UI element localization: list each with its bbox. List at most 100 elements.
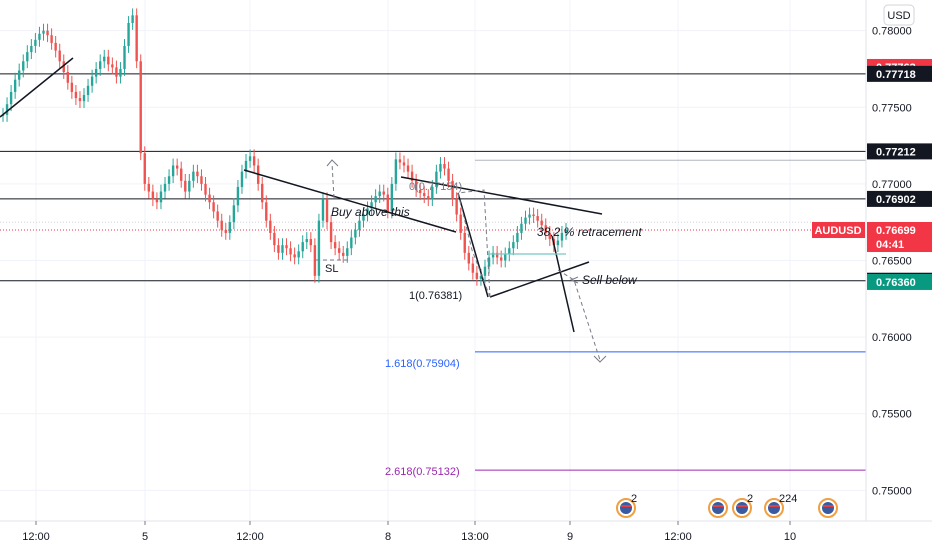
- candle-body: [317, 220, 321, 276]
- buy-arrow-head: [326, 159, 339, 167]
- price-tag-level: [867, 190, 932, 207]
- candle-body: [325, 199, 329, 223]
- candle-body: [159, 191, 163, 203]
- fib-label-1: 1(0.76381): [409, 290, 462, 302]
- candle-body: [147, 183, 151, 192]
- candle-body: [289, 248, 292, 255]
- candle-body: [163, 183, 167, 192]
- annotation-buy-above: Buy above this: [331, 205, 410, 219]
- candle-body: [532, 214, 535, 217]
- candle-body: [13, 79, 17, 92]
- candle-body: [483, 266, 487, 276]
- candle-body: [467, 252, 470, 264]
- event-badge-icon[interactable]: 2: [732, 493, 753, 518]
- trendline-descending-2[interactable]: [400, 176, 603, 215]
- candle-body: [366, 208, 369, 215]
- event-badge-icon[interactable]: [818, 498, 838, 518]
- sell-below-arrow: [569, 276, 579, 284]
- buy-projection-dashed: [331, 162, 335, 199]
- candle-body: [167, 176, 171, 184]
- candle-body: [9, 91, 13, 105]
- horizontal-levels: [0, 73, 866, 471]
- x-tick-label: 10: [784, 531, 796, 543]
- sell-arrow-head: [593, 355, 607, 363]
- trendline-left[interactable]: [0, 57, 74, 118]
- price-axis-ticks: 0.78000 0.77500 0.77000 0.76500 0.76000 0.755…: [872, 26, 912, 498]
- candle-body: [309, 239, 313, 246]
- candle-body: [228, 222, 232, 233]
- candle-body: [516, 232, 519, 243]
- candle-body: [459, 214, 462, 233]
- y-tick-label: 0.78000: [872, 26, 912, 38]
- candle-body: [208, 194, 211, 203]
- symbol-tag: [812, 222, 865, 239]
- trend-drawings[interactable]: [0, 57, 607, 363]
- candle-body: [346, 248, 349, 256]
- candle-body: [499, 257, 503, 261]
- candle-body: [103, 56, 106, 62]
- countdown-label: 04:41: [876, 239, 904, 251]
- candle-body: [313, 245, 317, 276]
- candle-body: [435, 171, 438, 187]
- event-badge-count: 224: [779, 493, 797, 505]
- candle-body: [131, 15, 134, 23]
- impulse-down-line[interactable]: [457, 192, 489, 298]
- event-badge-icon[interactable]: 224: [764, 493, 797, 518]
- event-badge-icon[interactable]: 2: [616, 493, 637, 518]
- candle-body: [204, 183, 207, 195]
- candle-body: [350, 237, 353, 249]
- price-tag-label: 0.76360: [876, 277, 916, 289]
- candle-body: [82, 95, 86, 102]
- candle-body: [504, 254, 507, 261]
- candle-body: [192, 171, 195, 181]
- candle-body: [62, 61, 65, 73]
- y-tick-label: 0.77000: [872, 179, 912, 191]
- candle-body: [370, 202, 373, 209]
- trendline-descending-1[interactable]: [243, 169, 457, 233]
- support-trendline[interactable]: [489, 261, 590, 298]
- event-badges[interactable]: 2 2 224: [616, 493, 838, 518]
- currency-button[interactable]: USD: [883, 4, 915, 26]
- projection-down-line[interactable]: [551, 235, 575, 333]
- candle-body: [139, 61, 142, 154]
- candle-body: [180, 168, 183, 181]
- price-tag-label: 0.77212: [876, 146, 916, 158]
- candle-body: [70, 82, 74, 92]
- candle-body: [90, 76, 94, 86]
- candle-body: [321, 199, 325, 221]
- annotation-sell-below: Sell below: [582, 273, 638, 287]
- candle-body: [123, 45, 126, 69]
- candle-body: [423, 193, 426, 197]
- candle-body: [524, 217, 527, 224]
- candle-body: [528, 214, 531, 218]
- candle-body: [99, 61, 102, 69]
- candle-body: [508, 248, 511, 255]
- candle-body: [337, 248, 341, 253]
- event-badge-count: 2: [747, 493, 753, 505]
- candle-body: [301, 242, 304, 252]
- fib-labels: 0(0.77154) 1(0.76381) 1.618(0.75904) 2.6…: [385, 181, 462, 478]
- candle-body: [66, 72, 70, 83]
- candle-body: [410, 171, 414, 181]
- price-series: [1, 8, 568, 286]
- candle-body: [329, 222, 333, 243]
- fib-label-1618: 1.618(0.75904): [385, 358, 460, 370]
- event-badge-icon[interactable]: [708, 498, 728, 518]
- grid-lines: [0, 0, 866, 521]
- fib-label-0: 0(0.77154): [409, 181, 462, 193]
- candle-body: [487, 257, 491, 267]
- candle-body: [78, 98, 82, 102]
- candle-body: [358, 220, 361, 230]
- candle-body: [333, 242, 337, 249]
- candle-body: [362, 214, 365, 221]
- x-tick-label: 9: [567, 531, 573, 543]
- candle-body: [212, 202, 215, 212]
- candle-body: [115, 67, 118, 77]
- event-badge-count: 2: [631, 493, 637, 505]
- candle-body: [143, 153, 146, 184]
- candle-body: [548, 232, 551, 240]
- candle-body: [402, 162, 406, 166]
- candle-body: [406, 165, 410, 172]
- candle-body: [265, 202, 268, 221]
